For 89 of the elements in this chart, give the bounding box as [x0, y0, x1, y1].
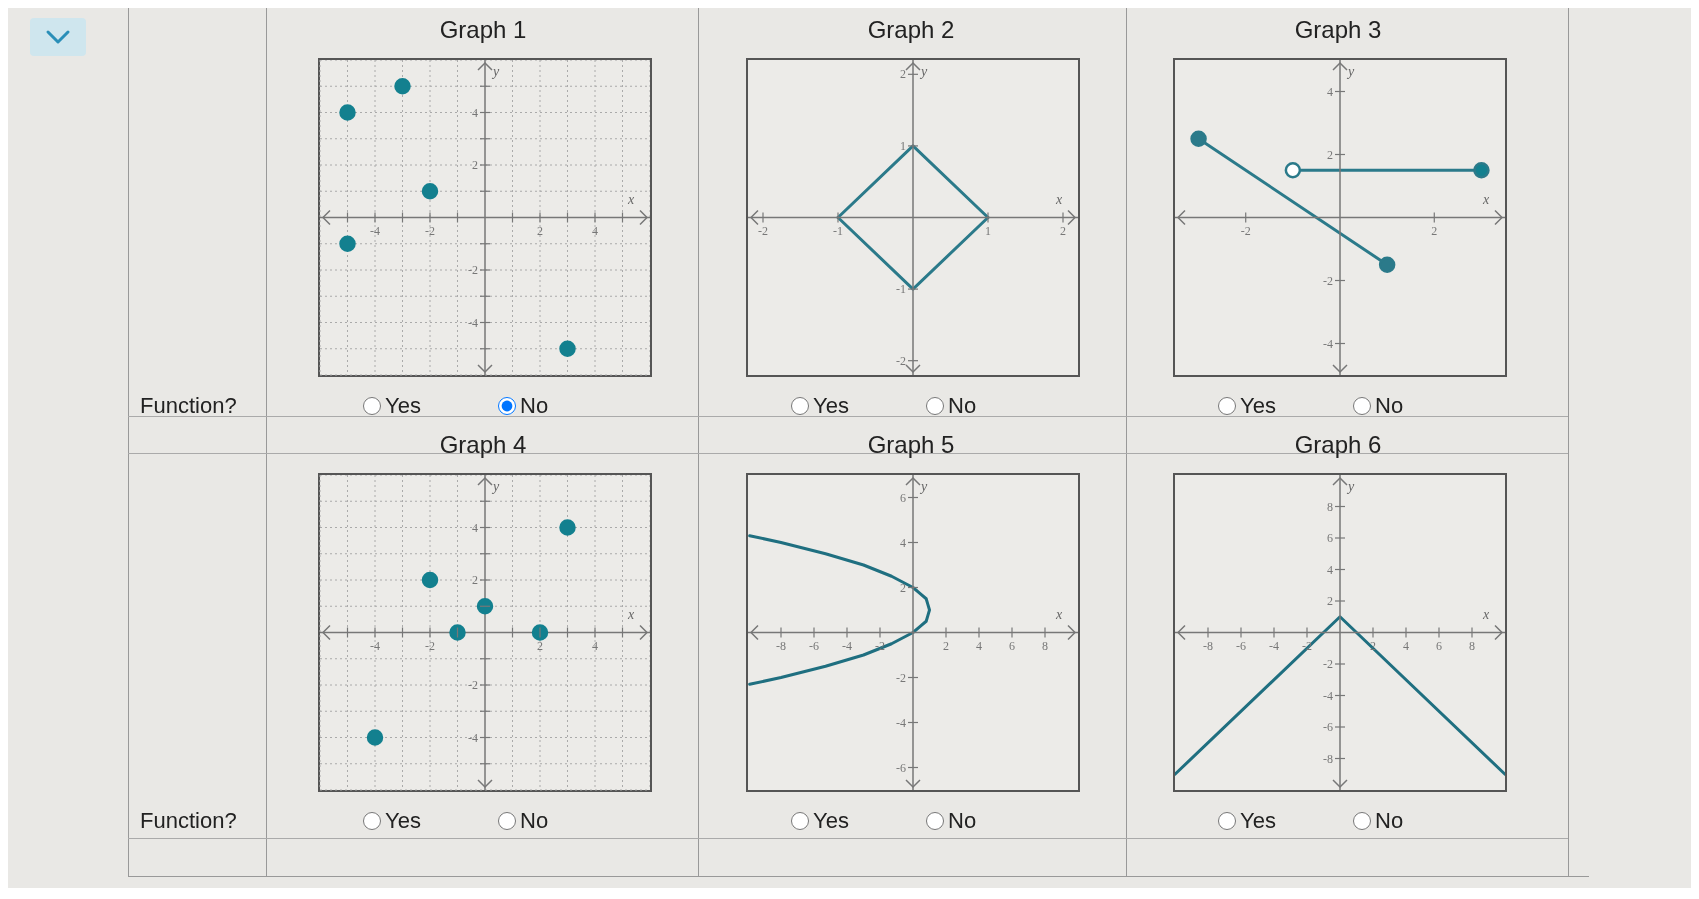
text: Yes [385, 808, 421, 834]
x-tick-label: 1 [985, 223, 991, 238]
text: Yes [813, 808, 849, 834]
x-tick-label: -1 [833, 223, 843, 238]
x-axis-title: x [1483, 191, 1490, 208]
x-tick-label: 4 [592, 223, 598, 238]
y-tick-label: 2 [1327, 147, 1333, 162]
y-tick-label: -4 [1323, 336, 1333, 351]
y-axis-title: y [921, 479, 928, 495]
y-tick-label: 4 [900, 535, 906, 550]
y-tick-label: 8 [1327, 499, 1333, 514]
y-tick-label: -4 [1323, 688, 1333, 703]
y-tick-label: 2 [472, 158, 478, 172]
y-tick-label: 2 [472, 573, 478, 587]
x-tick-label: -6 [1236, 638, 1246, 653]
x-tick-label: 2 [1431, 223, 1438, 238]
y-tick-label: 4 [472, 105, 478, 120]
x-tick-label: 6 [1009, 638, 1015, 653]
chart-title: Graph 2 [866, 16, 956, 44]
x-tick-label: -4 [1269, 638, 1279, 653]
x-tick-label: -6 [809, 638, 819, 653]
y-tick-label: -2 [896, 353, 906, 368]
text: No [948, 393, 977, 419]
y-tick-label: 4 [472, 520, 478, 535]
y-tick-label: 2 [1327, 594, 1333, 608]
text: Function? [140, 808, 237, 834]
x-tick-label: -2 [758, 223, 768, 238]
x-tick-label: -4 [370, 638, 380, 653]
y-tick-label: 6 [900, 490, 906, 505]
text: Function? [140, 393, 237, 419]
x-tick-label: -4 [370, 223, 380, 238]
x-tick-label: 2 [537, 638, 543, 653]
x-tick-label: 2 [537, 223, 543, 238]
x-tick-label: -2 [425, 223, 435, 238]
y-tick-label: 2 [900, 67, 906, 82]
x-tick-label: -4 [842, 638, 852, 653]
x-tick-label: 8 [1042, 638, 1048, 653]
x-tick-label: 8 [1469, 638, 1475, 653]
text: No [1375, 393, 1404, 419]
text: No [1375, 808, 1404, 834]
y-tick-label: -2 [468, 678, 478, 692]
y-axis-title: y [921, 64, 928, 80]
x-tick-label: 4 [1403, 638, 1409, 653]
text: No [948, 808, 977, 834]
y-tick-label: 6 [1327, 531, 1333, 545]
text: Yes [385, 393, 421, 419]
y-axis-title: y [1348, 64, 1355, 80]
x-axis-title: x [628, 606, 635, 623]
x-tick-label: 4 [976, 638, 982, 653]
x-tick-label: -8 [776, 638, 786, 653]
x-tick-label: 6 [1436, 638, 1442, 653]
y-tick-label: 4 [1327, 562, 1333, 577]
x-tick-label: -8 [1203, 638, 1213, 653]
y-axis-title: y [1348, 479, 1355, 495]
y-tick-label: -8 [1323, 751, 1333, 766]
x-axis-title: x [1483, 606, 1490, 623]
chart-title: Graph 3 [1293, 16, 1383, 44]
x-tick-label: -2 [425, 638, 435, 653]
y-tick-label: -2 [896, 670, 906, 685]
y-tick-label: -4 [468, 315, 478, 330]
text: No [520, 393, 549, 419]
y-tick-label: 2 [900, 580, 906, 595]
chart-title: Graph 5 [866, 431, 956, 459]
y-axis-title: y [493, 479, 500, 495]
y-tick-label: -2 [1323, 273, 1333, 288]
y-tick-label: -1 [896, 282, 906, 297]
x-tick-label: 4 [592, 638, 598, 653]
text: Yes [1240, 808, 1276, 834]
chart-title: Graph 4 [438, 431, 528, 459]
y-tick-label: -6 [896, 760, 906, 775]
x-axis-title: x [628, 191, 635, 208]
y-axis-title: y [493, 64, 500, 80]
y-tick-label: -4 [896, 715, 906, 730]
y-tick-label: -4 [468, 730, 478, 745]
x-axis-title: x [1056, 606, 1063, 623]
x-axis-title: x [1056, 191, 1063, 208]
y-tick-label: 4 [1327, 84, 1333, 99]
y-tick-label: -2 [468, 263, 478, 277]
text: Yes [1240, 393, 1276, 419]
text: Yes [813, 393, 849, 419]
y-tick-label: 1 [900, 138, 906, 153]
chart-title: Graph 6 [1293, 431, 1383, 459]
text: No [520, 808, 549, 834]
x-tick-label: -2 [1240, 223, 1251, 238]
chart-title: Graph 1 [438, 16, 528, 44]
y-tick-label: -6 [1323, 720, 1333, 734]
y-tick-label: -2 [1323, 657, 1333, 671]
x-tick-label: 2 [943, 638, 949, 653]
x-tick-label: 2 [1060, 223, 1066, 238]
